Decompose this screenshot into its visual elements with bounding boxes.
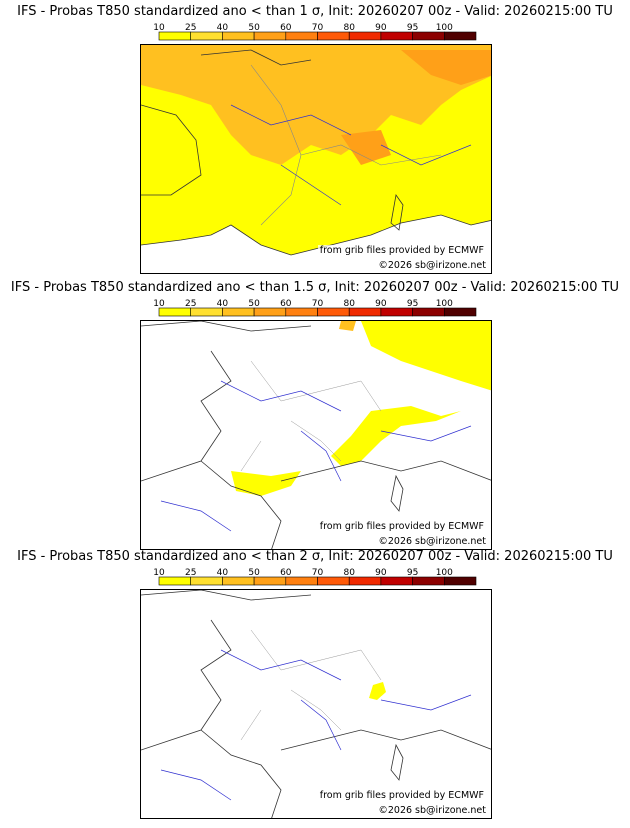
source-credit: from grib files provided by ECMWF (317, 521, 486, 532)
colorbar-tick-label: 25 (185, 299, 196, 309)
colorbar-segment (412, 307, 445, 317)
colorbar-segment (253, 307, 287, 317)
colorbar-tick-label: 90 (375, 568, 387, 578)
colorbar-segment (285, 307, 318, 317)
copyright-credit: ©2026 sb@irizone.net (376, 536, 488, 547)
colorbar-segment (317, 31, 350, 41)
map-panel-2: IFS - Probas T850 standardized ano < tha… (0, 276, 630, 552)
colorbar-segment (443, 31, 477, 41)
colorbar-tick-label: 80 (343, 23, 355, 33)
colorbar-tick-label: 100 (436, 299, 453, 309)
colorbar-tick-label: 40 (217, 568, 229, 578)
probability-map: from grib files provided by ECMWF ©2026 … (140, 44, 492, 274)
probability-map: from grib files provided by ECMWF ©2026 … (140, 320, 492, 550)
colorbar-tick-label: 25 (185, 23, 196, 33)
colorbar-tick-label: 10 (153, 299, 165, 309)
colorbar-segment (348, 576, 382, 586)
colorbar-segment (222, 576, 255, 586)
source-credit: from grib files provided by ECMWF (317, 790, 486, 801)
colorbar-segment (222, 307, 255, 317)
colorbar-tick-label: 60 (280, 23, 292, 33)
colorbar-segment (190, 307, 223, 317)
copyright-credit: ©2026 sb@irizone.net (376, 260, 488, 271)
colorbar-tick-label: 50 (248, 568, 260, 578)
colorbar-tick-label: 40 (217, 299, 229, 309)
colorbar-segment (348, 31, 382, 41)
colorbar-tick-label: 50 (248, 299, 260, 309)
colorbar-segment (158, 307, 192, 317)
colorbar-tick-label: 40 (217, 23, 229, 33)
colorbar-segment (222, 31, 255, 41)
colorbar-segment (317, 307, 350, 317)
map-graphic (141, 45, 491, 273)
colorbar-segment (412, 31, 445, 41)
source-credit: from grib files provided by ECMWF (317, 245, 486, 256)
colorbar-tick-label: 95 (407, 23, 418, 33)
colorbar-segment (285, 576, 318, 586)
colorbar-segment (380, 31, 413, 41)
colorbar-tick-label: 100 (436, 23, 453, 33)
colorbar-tick-label: 95 (407, 299, 418, 309)
colorbar-segment (253, 31, 287, 41)
colorbar-tick-label: 90 (375, 23, 387, 33)
map-panel-3: IFS - Probas T850 standardized ano < tha… (0, 545, 630, 821)
colorbar-tick-label: 25 (185, 568, 196, 578)
probability-map: from grib files provided by ECMWF ©2026 … (140, 589, 492, 819)
probability-colorbar: 10 25 40 50 60 70 80 90 95 100 (153, 568, 477, 586)
colorbar-segment (348, 307, 382, 317)
map-panel-1: IFS - Probas T850 standardized ano < tha… (0, 0, 630, 276)
colorbar-segment (158, 31, 192, 41)
colorbar-segment (380, 576, 413, 586)
colorbar-tick-label: 95 (407, 568, 418, 578)
panel-title: IFS - Probas T850 standardized ano < tha… (17, 4, 613, 19)
colorbar-tick-label: 100 (436, 568, 453, 578)
colorbar-segment (285, 31, 318, 41)
panel-title: IFS - Probas T850 standardized ano < tha… (10, 280, 620, 295)
colorbar-segment (190, 31, 223, 41)
copyright-credit: ©2026 sb@irizone.net (376, 805, 488, 816)
colorbar-tick-label: 10 (153, 23, 165, 33)
colorbar-tick-label: 90 (375, 299, 387, 309)
colorbar-tick-label: 70 (312, 568, 324, 578)
colorbar-segment (158, 576, 192, 586)
panel-title: IFS - Probas T850 standardized ano < tha… (17, 549, 613, 564)
colorbar-segment (380, 307, 413, 317)
colorbar-tick-label: 60 (280, 299, 292, 309)
map-graphic (141, 321, 491, 549)
colorbar-tick-label: 80 (343, 568, 355, 578)
colorbar-segment (443, 307, 477, 317)
colorbar-tick-label: 80 (343, 299, 355, 309)
colorbar-tick-label: 50 (248, 23, 260, 33)
colorbar-tick-label: 60 (280, 568, 292, 578)
colorbar-segment (443, 576, 477, 586)
colorbar-segment (317, 576, 350, 586)
colorbar-segment (190, 576, 223, 586)
colorbar-segment (412, 576, 445, 586)
colorbar-tick-label: 10 (153, 568, 165, 578)
colorbar-tick-label: 70 (312, 23, 324, 33)
probability-colorbar: 10 25 40 50 60 70 80 90 95 100 (153, 299, 477, 317)
colorbar-segment (253, 576, 287, 586)
colorbar-tick-label: 70 (312, 299, 324, 309)
map-graphic (141, 590, 491, 818)
probability-colorbar: 10 25 40 50 60 70 80 90 95 100 (153, 23, 477, 41)
